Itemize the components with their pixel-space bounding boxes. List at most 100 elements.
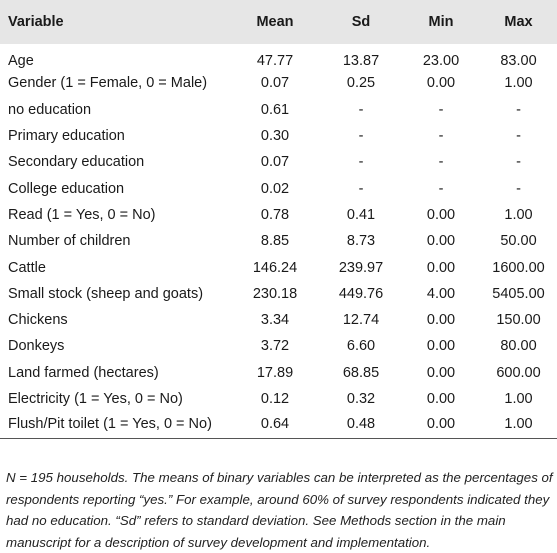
table-row: College education 0.02 - - - <box>0 175 557 201</box>
cell-max: 1.00 <box>504 391 533 407</box>
table-row: Chickens 3.34 12.74 0.00 150.00 <box>0 307 557 333</box>
header-row: Variable Mean Sd Min Max <box>0 0 557 44</box>
cell-sd: 239.97 <box>338 259 384 276</box>
cell-variable: Land farmed (hectares) <box>8 364 159 381</box>
cell-variable: College education <box>8 180 125 197</box>
summary-statistics-table: Variable Mean Sd Min Max Age 47.77 13.87 23… <box>0 0 557 439</box>
header-min: Min <box>428 14 454 30</box>
cell-max: 50.00 <box>500 233 537 250</box>
cell-mean: 146.24 <box>252 259 298 276</box>
cell-variable: Gender (1 = Female, 0 = Male) <box>8 75 208 92</box>
cell-max: 150.00 <box>496 312 541 329</box>
cell-sd: 0.25 <box>346 75 376 92</box>
table-row: Land farmed (hectares) 17.89 68.85 0.00 600.… <box>0 360 557 386</box>
cell-mean: 3.34 <box>260 312 290 329</box>
cell-max: - <box>516 101 521 118</box>
cell-mean: 0.07 <box>260 75 290 92</box>
cell-min: - <box>438 154 444 171</box>
cell-max: 5405.00 <box>492 285 545 302</box>
cell-variable: Number of children <box>8 233 131 250</box>
cell-mean: 0.30 <box>260 128 290 145</box>
cell-max: 1.00 <box>504 206 533 223</box>
cell-max: 600.00 <box>496 364 541 381</box>
cell-variable: Flush/Pit toilet (1 = Yes, 0 = No) <box>0 412 230 439</box>
cell-variable: Cattle <box>8 259 46 276</box>
cell-mean: 0.78 <box>260 206 290 223</box>
header-max: Max <box>504 14 533 30</box>
cell-variable: Donkeys <box>8 338 65 355</box>
cell-sd: 8.73 <box>346 233 376 250</box>
cell-mean: 230.18 <box>252 285 298 302</box>
table-row: Electricity (1 = Yes, 0 = No) 0.12 0.32 0.0… <box>0 386 557 412</box>
table-row: Cattle 146.24 239.97 0.00 1600.00 <box>0 254 557 280</box>
cell-sd: 0.48 <box>320 412 402 439</box>
cell-sd: - <box>358 128 364 145</box>
cell-sd: - <box>358 180 364 197</box>
cell-variable: Chickens <box>8 312 68 329</box>
cell-sd: 449.76 <box>338 285 384 302</box>
table-header: Variable Mean Sd Min Max <box>0 0 557 44</box>
cell-min: 0.00 <box>402 412 480 439</box>
cell-min: 23.00 <box>422 53 460 70</box>
table-footnote: N = 195 households. The means of binary … <box>6 470 553 550</box>
cell-mean: 0.02 <box>260 180 290 197</box>
table-body: Age 47.77 13.87 23.00 83.00 Gender (1 = Femal… <box>0 44 557 439</box>
cell-variable: Electricity (1 = Yes, 0 = No) <box>8 391 183 407</box>
cell-mean: 8.85 <box>260 233 290 250</box>
table-row: Secondary education 0.07 - - - <box>0 149 557 175</box>
cell-mean: 0.61 <box>260 101 290 118</box>
table-row: Primary education 0.30 - - - <box>0 123 557 149</box>
cell-min: 0.00 <box>426 75 456 92</box>
cell-max: 1.00 <box>480 412 557 439</box>
cell-variable: Age <box>8 53 34 70</box>
cell-sd: - <box>358 101 364 118</box>
cell-max: 1600.00 <box>492 259 545 276</box>
cell-sd: 12.74 <box>342 312 380 329</box>
cell-min: 0.00 <box>426 312 456 329</box>
cell-sd: 6.60 <box>346 338 376 355</box>
table-row: Donkeys 3.72 6.60 0.00 80.00 <box>0 333 557 359</box>
cell-max: - <box>516 154 521 171</box>
cell-sd: - <box>358 154 364 171</box>
cell-min: 0.00 <box>426 364 456 381</box>
cell-sd: 68.85 <box>342 364 380 381</box>
cell-variable: Primary education <box>8 128 125 145</box>
cell-mean: 0.12 <box>260 391 290 407</box>
cell-mean: 0.07 <box>260 154 290 171</box>
cell-mean: 0.64 <box>230 412 320 439</box>
cell-mean: 17.89 <box>256 364 294 381</box>
table-row: no education 0.61 - - - <box>0 97 557 123</box>
cell-min: 0.00 <box>426 233 456 250</box>
cell-min: 0.00 <box>426 206 456 223</box>
cell-variable: Read (1 = Yes, 0 = No) <box>8 206 156 223</box>
cell-min: 0.00 <box>426 338 456 355</box>
header-sd: Sd <box>351 14 371 30</box>
table-row: Flush/Pit toilet (1 = Yes, 0 = No) 0.64 0.… <box>0 412 557 439</box>
cell-max: 1.00 <box>504 75 533 92</box>
cell-sd: 0.32 <box>346 391 376 407</box>
cell-mean: 47.77 <box>256 53 294 70</box>
cell-max: 83.00 <box>500 53 537 70</box>
cell-variable: Secondary education <box>8 154 145 171</box>
table-row: Age 47.77 13.87 23.00 83.00 <box>0 44 557 70</box>
table-row: Gender (1 = Female, 0 = Male) 0.07 0.25 0.0… <box>0 70 557 96</box>
table-row: Small stock (sheep and goats) 230.18 449.7… <box>0 281 557 307</box>
header-variable: Variable <box>8 14 64 30</box>
cell-max: - <box>516 180 521 197</box>
cell-max: - <box>516 128 521 145</box>
cell-min: - <box>438 101 444 118</box>
table-row: Number of children 8.85 8.73 0.00 50.00 <box>0 228 557 254</box>
table-row: Read (1 = Yes, 0 = No) 0.78 0.41 0.00 1.00 <box>0 202 557 228</box>
cell-max: 80.00 <box>500 338 537 355</box>
cell-variable: Small stock (sheep and goats) <box>8 285 204 302</box>
cell-min: 4.00 <box>426 285 456 302</box>
cell-min: - <box>438 128 444 145</box>
cell-min: 0.00 <box>426 391 456 407</box>
cell-sd: 0.41 <box>346 206 376 223</box>
cell-min: - <box>438 180 444 197</box>
cell-variable: no education <box>8 101 92 118</box>
header-mean: Mean <box>256 14 294 30</box>
cell-sd: 13.87 <box>342 53 380 70</box>
cell-min: 0.00 <box>426 259 456 276</box>
